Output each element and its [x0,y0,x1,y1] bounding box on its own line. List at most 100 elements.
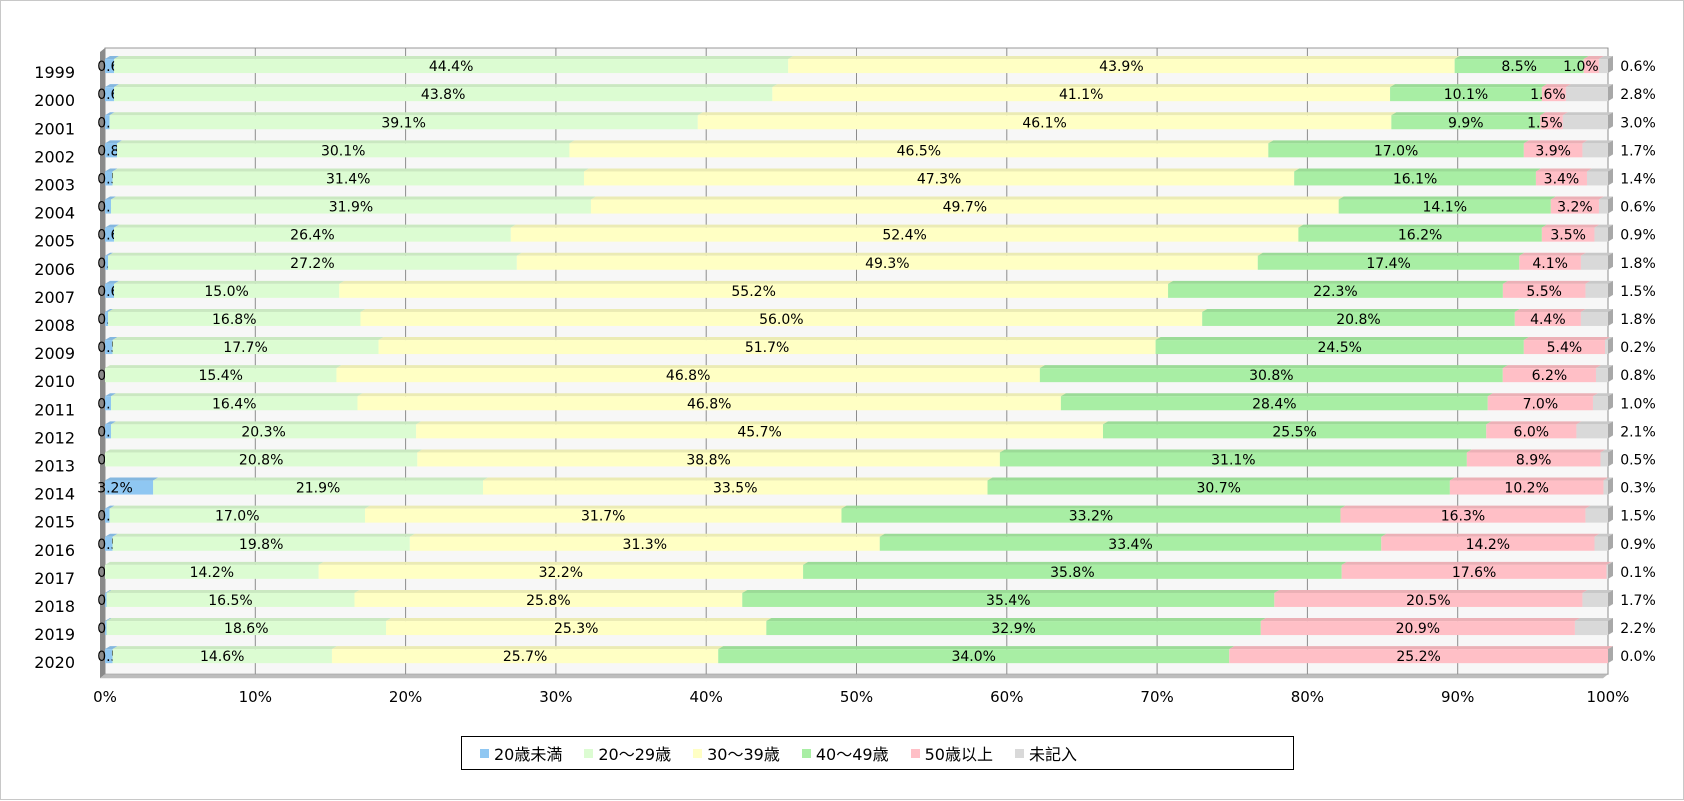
bar-top-face [1565,84,1613,88]
bar-segment [114,227,511,242]
data-label: 14.1% [1423,200,1467,216]
bar-segment [357,396,1061,411]
data-label: 3.2% [97,481,133,497]
bar-top-face [111,393,363,397]
data-label: 33.5% [713,481,757,497]
data-label: 33.2% [1069,509,1113,525]
bar-top-face [105,421,117,425]
bar-top-face [1514,308,1586,312]
bar-top-face [105,393,117,397]
bar-segment [1606,564,1608,579]
bar-segment [112,340,379,355]
bar-segment [365,508,842,523]
bar-top-face [117,140,575,144]
data-label: 16.4% [212,396,256,412]
bar-segment [1340,508,1586,523]
bar-segment [1604,340,1608,355]
data-label: 22.3% [1313,284,1357,300]
bar-segment [1574,621,1608,636]
bar-top-face [1060,393,1493,397]
bar-end-face [1608,561,1613,579]
bar-segment [105,227,115,242]
legend-label: 30～39歳 [707,745,780,764]
bar-segment [360,311,1203,326]
bar-top-face [1606,561,1613,565]
bar-segment [1268,143,1524,158]
data-label: 10.2% [1504,481,1548,497]
bar-top-face [1449,477,1609,481]
bar-top-face [879,533,1387,537]
data-label: 20.3% [241,424,285,440]
data-label: 3.5% [1550,228,1586,244]
bar-segment [788,59,1455,74]
bar-top-face [516,252,1263,256]
bar-segment [1294,171,1536,186]
data-label: 25.7% [503,649,547,665]
bar-top-face [105,337,118,341]
y-category-label: 2007 [34,288,75,307]
bar-top-face [1257,252,1525,256]
data-label: 30.8% [1249,368,1293,384]
data-label: 1.8% [1620,312,1656,328]
bar-top-face [1502,280,1591,284]
bar-top-face [1487,393,1598,397]
bar-segment [1502,368,1596,383]
y-category-label: 2000 [34,91,75,110]
data-label: 43.9% [1099,59,1143,75]
x-tick-label: 70% [1140,688,1173,706]
data-label: 27.2% [290,256,334,272]
data-label: 17.4% [1366,256,1410,272]
bar-segment [105,368,337,383]
bar-segment [1523,340,1605,355]
bar-top-face [1523,140,1588,144]
bar-top-face [105,589,112,593]
bar-end-face [1608,618,1613,636]
bar-segment [114,283,340,298]
bar-top-face [1598,56,1613,60]
bar-top-face [153,477,489,481]
x-tick-label: 80% [1291,688,1324,706]
bar-top-face [1274,589,1588,593]
y-category-label: 2016 [34,541,75,560]
y-category-label: 2019 [34,625,75,644]
bar-top-face [1592,393,1613,397]
y-category-label: 2005 [34,232,75,251]
bar-top-face [1603,477,1613,481]
legend-swatch [910,748,920,758]
data-label: 43.8% [421,87,465,103]
bar-segment [112,649,332,664]
bar-top-face [510,224,1304,228]
bar-top-face [1576,421,1613,425]
bar-top-face [109,505,371,509]
bar-top-face [105,252,114,256]
bar-top-face [105,168,118,172]
bar-top-face [1583,56,1604,60]
bar-segment [1600,452,1608,467]
bar-segment [510,227,1299,242]
data-label: 32.2% [539,565,583,581]
data-label: 46.5% [897,143,941,159]
data-label: 49.7% [943,200,987,216]
bar-segment [1514,311,1581,326]
data-label: 2.8% [1620,87,1656,103]
bar-segment [1541,87,1566,102]
data-label: 32.9% [991,621,1035,637]
data-label: 1.5% [1620,509,1656,525]
bar-segment [105,592,107,607]
bar-top-face [105,308,114,312]
bar-top-face [569,140,1274,144]
bar-segment [590,199,1339,214]
bar-segment [105,536,113,551]
bar-top-face [1523,337,1610,341]
bar-top-face [105,224,120,228]
bar-segment [409,536,880,551]
data-label: 28.4% [1252,396,1296,412]
bar-segment [416,424,1103,439]
bar-segment [1102,424,1487,439]
data-label: 17.0% [215,509,259,525]
bar-end-face [1608,337,1613,355]
bar-segment [105,424,112,439]
bar-top-face [112,533,415,537]
bar-segment [1586,171,1608,186]
data-label: 20.8% [239,452,283,468]
